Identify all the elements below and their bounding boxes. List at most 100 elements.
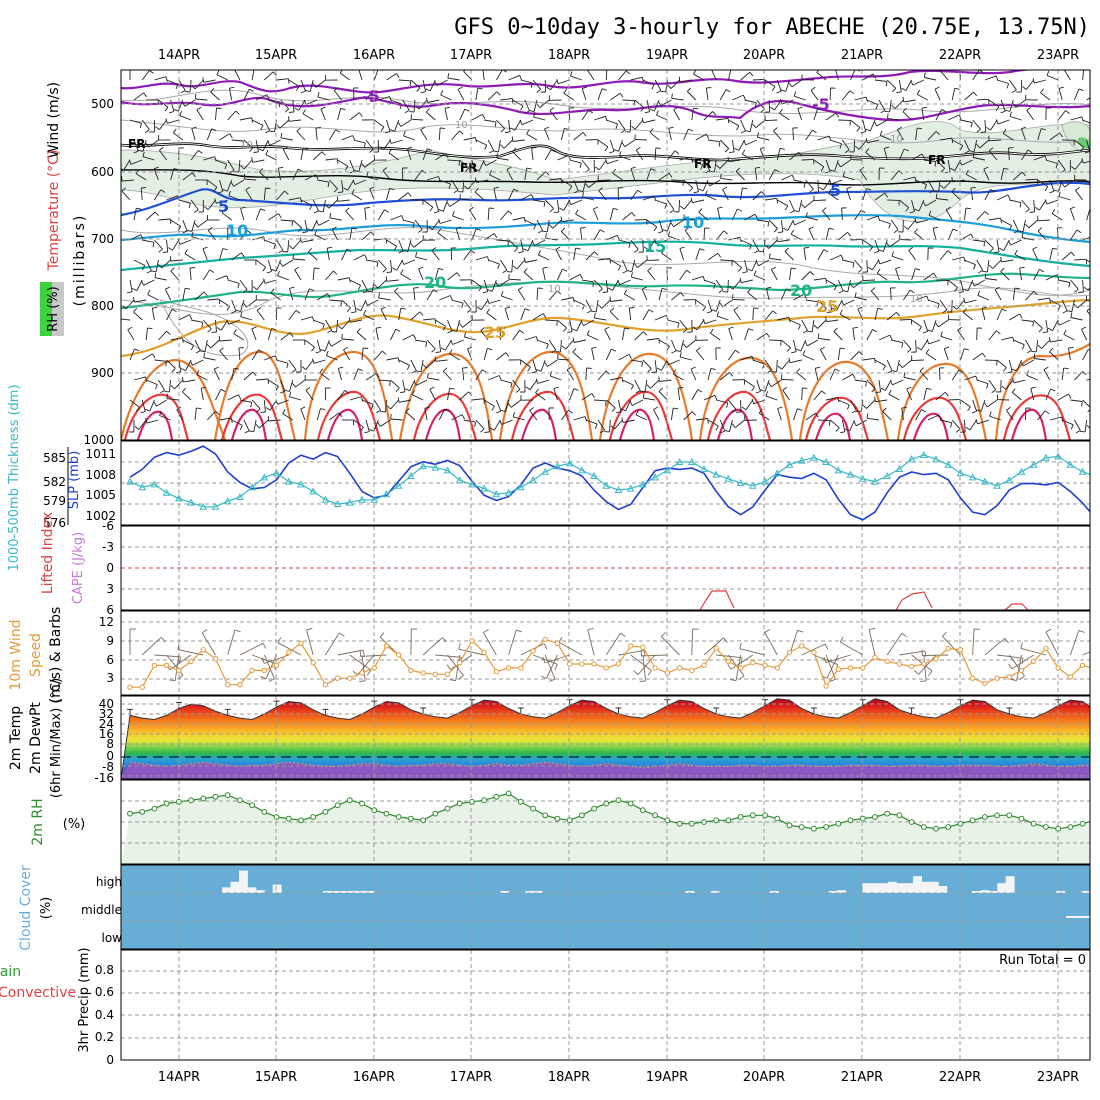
upper-barb bbox=[719, 372, 730, 381]
wind10-marker bbox=[750, 660, 756, 666]
upper-barb-feather bbox=[220, 388, 226, 393]
upper-barb bbox=[592, 208, 599, 221]
wind10-barb-feather bbox=[764, 629, 771, 633]
upper-barb bbox=[231, 139, 244, 142]
upper-barb-feather bbox=[288, 116, 290, 122]
upper-barb bbox=[353, 254, 365, 261]
upper-barb bbox=[691, 275, 704, 281]
upper-barb bbox=[805, 179, 814, 190]
upper-barb bbox=[631, 259, 636, 272]
upper-barb-feather bbox=[1031, 350, 1037, 353]
upper-barb-feather bbox=[884, 192, 889, 198]
upper-barb-feather bbox=[191, 126, 197, 129]
upper-barb bbox=[413, 239, 424, 248]
upper-barb-feather bbox=[901, 406, 907, 409]
upper-barb bbox=[659, 379, 672, 382]
upper-barb bbox=[895, 268, 900, 281]
wind10-barb-feather bbox=[739, 642, 742, 649]
upper-barb bbox=[591, 348, 595, 361]
wind10-barb bbox=[630, 654, 652, 671]
upper-barb-feather bbox=[413, 287, 419, 289]
upper-barb bbox=[579, 228, 583, 241]
upper-barb bbox=[384, 399, 387, 413]
wind10-marker bbox=[1067, 674, 1074, 680]
upper-barb bbox=[819, 349, 827, 361]
upper-barb bbox=[194, 408, 197, 421]
upper-barb-feather bbox=[958, 369, 964, 374]
upper-barb bbox=[612, 172, 623, 181]
upper-barb bbox=[932, 228, 937, 241]
upper-barb-feather bbox=[449, 349, 453, 355]
thickness-marker bbox=[663, 466, 672, 474]
upper-barb bbox=[390, 418, 403, 421]
upper-barb bbox=[679, 156, 692, 161]
upper-barb bbox=[635, 149, 644, 161]
upper-barb bbox=[709, 179, 721, 187]
upper-barb-feather bbox=[572, 348, 577, 353]
rh-marker bbox=[823, 824, 830, 830]
upper-barb-feather bbox=[402, 249, 408, 253]
upper-barb-feather bbox=[1098, 417, 1099, 422]
upper-barb bbox=[418, 268, 424, 281]
upper-barb bbox=[829, 254, 842, 261]
upper-barb-feather bbox=[642, 393, 645, 399]
cloud-ylabel-a: Cloud Cover bbox=[18, 865, 34, 951]
upper-barb bbox=[516, 259, 526, 270]
label-p15: 15 bbox=[644, 237, 666, 256]
wind10-marker bbox=[957, 647, 964, 653]
upper-barb bbox=[378, 297, 391, 301]
upper-barb-feather bbox=[134, 348, 140, 352]
upper-barb bbox=[936, 198, 949, 201]
upper-barb-feather bbox=[437, 228, 442, 234]
upper-barb-feather bbox=[536, 88, 541, 93]
upper-barb bbox=[684, 229, 693, 241]
wind10-barb bbox=[899, 650, 926, 656]
wind10-barb-feather bbox=[261, 657, 265, 664]
upper-barb-feather bbox=[641, 77, 644, 83]
upper-barb bbox=[282, 149, 290, 161]
upper-barb bbox=[890, 219, 899, 231]
upper-barb-feather bbox=[305, 387, 311, 391]
upper-barb bbox=[817, 249, 825, 261]
upper-barb bbox=[825, 396, 838, 401]
upper-barb-feather bbox=[400, 391, 406, 394]
temp-tick-6: -8 bbox=[102, 760, 114, 774]
upper-barb bbox=[825, 112, 837, 121]
upper-barb-feather bbox=[333, 188, 338, 193]
upper-barb-feather bbox=[459, 323, 463, 328]
upper-barb bbox=[560, 128, 565, 141]
upper-barb bbox=[356, 331, 367, 341]
upper-barb bbox=[749, 119, 754, 132]
upper-barb bbox=[988, 379, 997, 391]
upper-barb bbox=[190, 150, 199, 161]
upper-barb-feather bbox=[226, 306, 231, 311]
upper-barb bbox=[622, 379, 634, 386]
wind10-barb-feather bbox=[277, 637, 282, 644]
upper-barb bbox=[839, 313, 851, 321]
upper-barb-feather bbox=[706, 310, 712, 314]
precip-tick-3: 0.2 bbox=[95, 1030, 114, 1044]
upper-barb bbox=[557, 319, 567, 329]
bottom-date-label: 20APR bbox=[743, 1070, 785, 1085]
upper-barb bbox=[292, 169, 299, 181]
upper-barb-feather bbox=[407, 146, 413, 149]
upper-barb bbox=[513, 416, 525, 421]
rh-marker bbox=[603, 800, 610, 807]
upper-barb bbox=[789, 268, 792, 281]
upper-barb-feather bbox=[628, 242, 631, 248]
upper-barb bbox=[166, 309, 173, 321]
upper-barb-feather bbox=[820, 346, 825, 350]
upper-barb bbox=[678, 199, 681, 213]
upper-barb bbox=[841, 207, 843, 221]
upper-barb-feather bbox=[442, 367, 448, 372]
upper-barb-feather bbox=[822, 308, 827, 313]
upper-barb bbox=[1034, 79, 1047, 84]
upper-barb bbox=[935, 159, 946, 169]
upper-barb bbox=[846, 188, 851, 201]
upper-barb bbox=[646, 219, 658, 228]
upper-barb bbox=[583, 319, 595, 326]
upper-barb bbox=[206, 410, 216, 421]
upper-barb-feather bbox=[971, 410, 977, 414]
upper-barb bbox=[336, 319, 339, 333]
upper-barb bbox=[219, 299, 230, 307]
